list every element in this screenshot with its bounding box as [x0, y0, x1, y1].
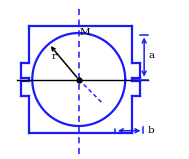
Text: r: r	[52, 52, 57, 62]
Text: b: b	[147, 126, 154, 135]
Text: a: a	[148, 51, 154, 60]
Text: M: M	[80, 28, 90, 37]
